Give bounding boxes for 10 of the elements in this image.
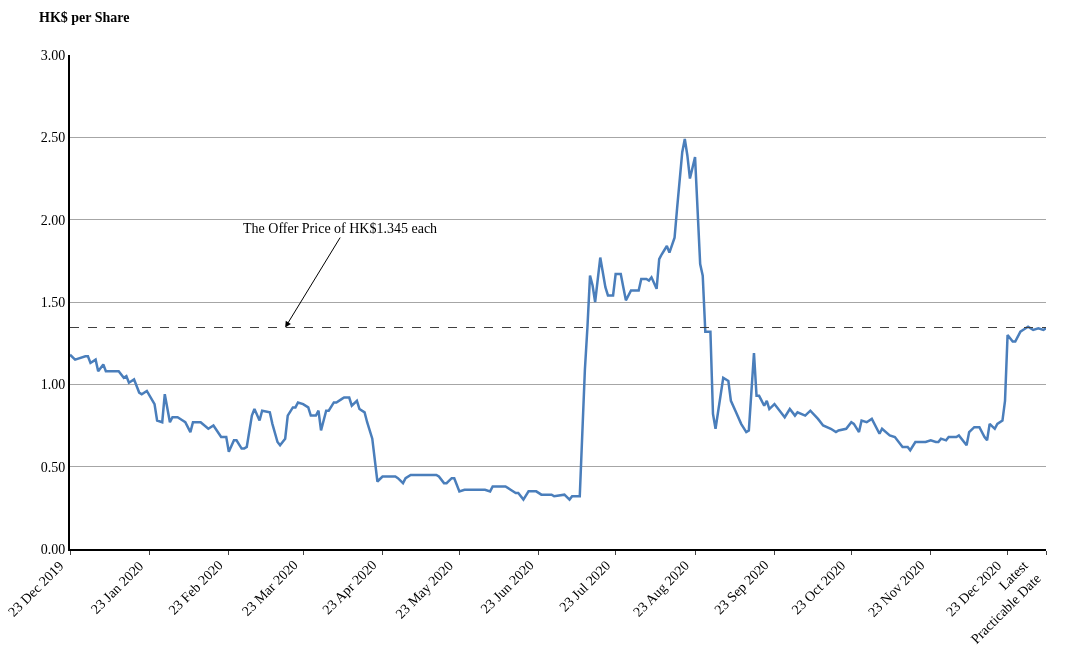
y-tick-label: 0.50 — [40, 459, 66, 475]
y-tick-label: 2.00 — [40, 212, 66, 228]
y-tick-label: 1.50 — [40, 294, 66, 310]
y-axis-title: HK$ per Share — [39, 10, 130, 25]
y-tick-label: 2.50 — [40, 130, 66, 146]
y-tick-label: 0.00 — [40, 541, 66, 557]
line-series — [70, 137, 1046, 501]
y-tick-label: 3.00 — [40, 47, 66, 63]
y-tick-label: 1.00 — [40, 377, 66, 393]
annotation: The Offer Price of HK$1.345 each — [243, 221, 438, 236]
